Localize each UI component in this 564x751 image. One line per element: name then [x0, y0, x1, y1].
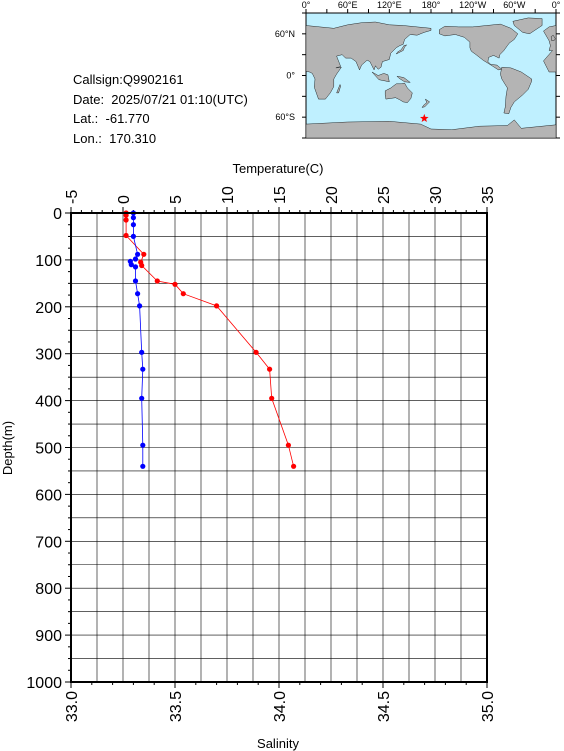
map-landmass	[336, 84, 341, 94]
map-frame-ticks	[302, 9, 560, 139]
map-landmass	[500, 66, 532, 114]
map-longitude-label: 180°	[422, 0, 441, 10]
temperature-point	[285, 442, 291, 448]
salinity-point	[130, 215, 136, 221]
temperature-tick-labels: -5 0 5 10 15 20 25 30 35	[64, 186, 497, 204]
salinity-point	[135, 251, 141, 257]
location-map: 0° 60°E 120°E 180° 120°W 60°W 0° 60°N 0° 60°S	[275, 0, 561, 139]
profile-info: Callsign:Q9902161 Date: 2025/07/21 01:10…	[73, 70, 293, 148]
map-longitude-label: 120°W	[459, 0, 487, 10]
map-landmass	[306, 21, 432, 100]
map-landmass	[512, 17, 543, 35]
depth-tick-label: 500	[35, 441, 62, 458]
map-landmass	[396, 75, 411, 83]
temperature-tick-label: 10	[220, 186, 237, 204]
salinity-point	[130, 233, 136, 239]
date-text: Date: 2025/07/21 01:10(UTC)	[73, 91, 248, 107]
salinity-tick-label: 33.0	[64, 691, 81, 722]
map-latitude-label: 60°N	[275, 29, 295, 39]
depth-tick-label: 1000	[26, 675, 62, 692]
salinity-tick-labels: 33.0 33.5 34.0 34.5 35.0	[64, 691, 497, 722]
depth-tick-label: 800	[35, 581, 62, 598]
callsign-text: Callsign:Q9902161	[73, 72, 184, 87]
temperature-tick-label: 30	[428, 186, 445, 204]
map-latitude-label: 60°S	[275, 112, 295, 122]
depth-tick-label: 0	[53, 206, 62, 223]
temperature-point	[172, 281, 178, 287]
temperature-tick-label: 25	[376, 186, 393, 204]
chart-grid	[70, 212, 488, 683]
depth-tick-label: 300	[35, 347, 62, 364]
temperature-point	[269, 395, 275, 401]
series-layer	[123, 210, 297, 469]
salinity-axis-title: Salinity	[257, 736, 299, 751]
map-latitude-label: 0°	[286, 71, 295, 81]
salinity-tick-label: 34.5	[376, 691, 393, 722]
temperature-tick-label: -5	[64, 190, 81, 204]
map-latitude-labels: 60°N 0° 60°S	[275, 29, 296, 122]
temperature-point	[123, 232, 129, 239]
temperature-tick-label: 15	[272, 186, 289, 204]
temperature-point	[253, 349, 259, 355]
map-landmass	[371, 71, 390, 83]
salinity-point	[130, 222, 136, 228]
temperature-tick-label: 5	[168, 195, 185, 204]
salinity-tick-label: 35.0	[480, 691, 497, 722]
depth-tick-label: 600	[35, 487, 62, 504]
salinity-tick-label: 34.0	[272, 691, 289, 722]
depth-tick-label: 100	[35, 253, 62, 270]
temperature-point	[267, 366, 273, 372]
depth-tick-label: 700	[35, 534, 62, 551]
temperature-profile-line	[125, 213, 294, 467]
map-longitude-label: 0°	[302, 0, 311, 10]
temperature-tick-label: 20	[324, 186, 341, 204]
salinity-point	[137, 303, 143, 309]
temperature-tick-label: 0	[116, 195, 133, 204]
salinity-point	[140, 442, 146, 448]
depth-axis-title: Depth(m)	[0, 421, 15, 475]
salinity-point	[132, 278, 139, 284]
salinity-point	[128, 262, 134, 268]
salinity-point	[139, 395, 145, 401]
float-location-marker	[420, 113, 429, 122]
temperature-point	[154, 278, 160, 284]
map-landmass	[306, 119, 556, 138]
map-landmass	[550, 34, 556, 42]
map-longitude-label: 60°W	[503, 0, 526, 10]
map-landmass	[385, 82, 413, 103]
temperature-tick-label: 35	[480, 186, 497, 204]
plot-frame	[70, 212, 488, 683]
depth-tick-label: 200	[35, 300, 62, 317]
map-longitude-labels: 0° 60°E 120°E 180° 120°W 60°W 0°	[302, 0, 561, 10]
temperature-axis-title: Temperature(C)	[232, 161, 323, 176]
depth-tick-labels: 0 100 200 300 400 500 600 700 800 900 1000	[26, 206, 62, 692]
salinity-tick-label: 33.5	[168, 691, 185, 722]
temperature-point	[123, 217, 129, 223]
salinity-point	[132, 256, 139, 262]
map-land	[306, 17, 556, 138]
salinity-point	[139, 349, 145, 355]
depth-tick-label: 400	[35, 394, 62, 411]
salinity-point	[132, 264, 139, 270]
salinity-point	[140, 366, 146, 372]
map-longitude-label: 120°E	[377, 0, 402, 10]
latitude-text: Lat.: -61.770	[73, 111, 150, 126]
temperature-point	[180, 291, 186, 297]
salinity-point	[135, 291, 141, 297]
depth-tick-label: 900	[35, 628, 62, 645]
temperature-point	[214, 303, 220, 309]
salinity-point	[140, 463, 146, 469]
map-landmass	[439, 23, 519, 71]
temperature-point	[291, 463, 297, 469]
longitude-text: Lon.: 170.310	[73, 130, 157, 146]
temperature-point	[139, 262, 145, 269]
map-landmass	[421, 98, 430, 108]
temperature-point	[141, 251, 147, 257]
map-longitude-label: 0°	[552, 0, 561, 10]
map-longitude-label: 60°E	[338, 0, 358, 10]
map-landmass	[395, 44, 408, 55]
